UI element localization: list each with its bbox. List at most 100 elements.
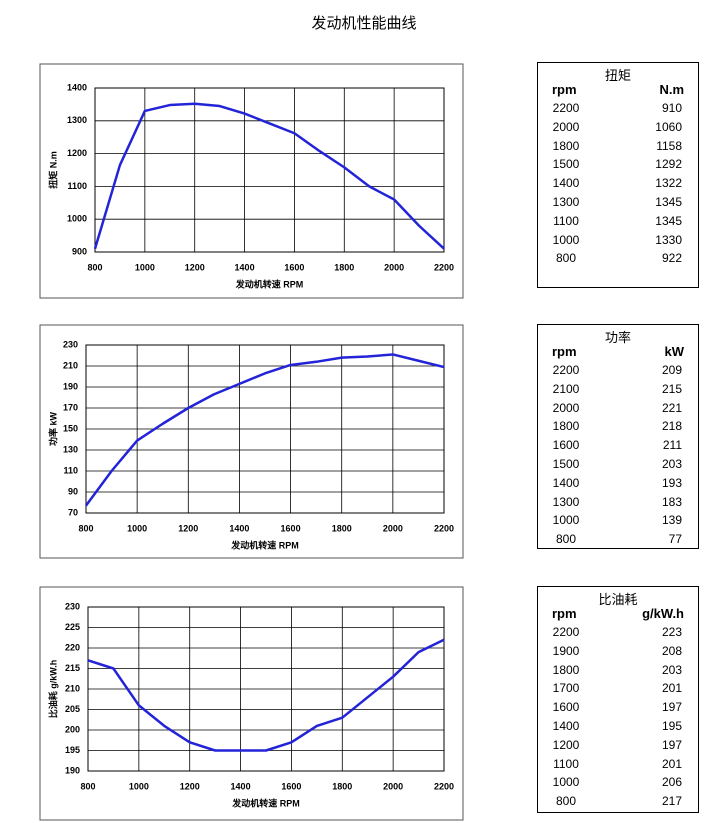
x-tick-label: 1200 xyxy=(180,781,200,791)
table-cell: 221 xyxy=(661,400,682,415)
table-cell: 1345 xyxy=(655,195,682,209)
data-line xyxy=(84,353,445,507)
table-cell: 2200 xyxy=(552,101,580,115)
table-cell: 800 xyxy=(555,251,577,266)
table-cell: 1700 xyxy=(552,681,580,696)
x-tick-label: 2000 xyxy=(383,781,403,791)
table-cell: 2000 xyxy=(552,119,580,134)
x-tick-label: 1400 xyxy=(229,523,249,533)
table-cell: 206 xyxy=(661,775,682,790)
table-cell: 910 xyxy=(661,101,682,115)
x-tick-label: 2200 xyxy=(434,262,454,272)
x-tick-label: 1200 xyxy=(178,523,198,533)
y-tick-label: 230 xyxy=(65,601,80,611)
y-tick-label: 210 xyxy=(63,360,78,370)
table-header: rpm xyxy=(552,344,577,359)
table-cell: 800 xyxy=(555,794,577,809)
y-tick-label: 110 xyxy=(63,465,78,475)
table-cell: 1600 xyxy=(552,700,580,715)
table-cell: 1800 xyxy=(552,419,580,434)
table-header: kW xyxy=(664,344,685,359)
table-cell: 2200 xyxy=(552,625,580,639)
y-tick-label: 205 xyxy=(65,704,80,714)
x-tick-label: 1000 xyxy=(135,262,155,272)
x-tick-label: 800 xyxy=(87,262,102,272)
table-cell: 1600 xyxy=(552,438,580,453)
x-tick-label: 1000 xyxy=(127,523,147,533)
table-cell: 201 xyxy=(661,681,682,696)
y-tick-label: 1300 xyxy=(67,115,87,125)
table-cell: 1400 xyxy=(552,475,580,490)
table-cell: 1400 xyxy=(552,176,580,191)
table-header: g/kW.h xyxy=(642,606,684,621)
data-line xyxy=(87,638,445,752)
table-cell: 218 xyxy=(661,419,682,434)
x-tick-label: 2200 xyxy=(434,781,454,791)
table-cell: 217 xyxy=(661,794,682,809)
table-cell: 1345 xyxy=(655,213,682,228)
table-cell: 2200 xyxy=(552,363,580,377)
y-tick-label: 195 xyxy=(65,745,80,755)
table-cell: 223 xyxy=(661,625,682,639)
y-tick-label: 1200 xyxy=(67,148,87,158)
y-tick-label: 1000 xyxy=(67,214,87,224)
y-axis-label: 扭矩 N.m xyxy=(47,151,58,189)
table-cell: 1300 xyxy=(552,195,580,209)
table-cell: 208 xyxy=(661,643,682,658)
y-tick-label: 130 xyxy=(63,444,78,454)
y-tick-label: 70 xyxy=(68,507,78,517)
table-cell: 197 xyxy=(661,737,682,752)
table-cell: 195 xyxy=(661,719,682,733)
table-cell: 183 xyxy=(661,494,682,509)
x-tick-label: 800 xyxy=(80,781,95,791)
x-tick-label: 1800 xyxy=(334,262,354,272)
y-tick-label: 200 xyxy=(65,724,80,734)
y-tick-label: 225 xyxy=(65,622,80,632)
table-cell: 215 xyxy=(661,381,682,396)
x-tick-label: 2200 xyxy=(434,523,454,533)
table-cell: 1100 xyxy=(553,213,579,228)
table-title: 扭矩 xyxy=(604,68,631,83)
data-table: 功率 rpm kW 2200 209 2100 215 2000 221 1800 218 1600 2… xyxy=(537,324,699,549)
table-cell: 1330 xyxy=(655,232,682,247)
table-cell: 1800 xyxy=(552,662,580,677)
table-title: 功率 xyxy=(604,330,631,345)
x-tick-label: 800 xyxy=(78,523,93,533)
table-cell: 209 xyxy=(661,363,682,377)
y-tick-label: 170 xyxy=(63,402,78,412)
table-cell: 203 xyxy=(661,662,682,677)
table-cell: 1100 xyxy=(553,756,579,771)
x-tick-label: 1400 xyxy=(235,262,255,272)
y-tick-label: 1100 xyxy=(67,181,87,191)
chart-frame xyxy=(39,586,464,821)
y-tick-label: 900 xyxy=(72,246,87,256)
y-axis-label: 比油耗 g/kW.h xyxy=(47,660,58,719)
x-axis-label: 发动机转速 RPM xyxy=(230,539,299,550)
y-tick-label: 220 xyxy=(65,642,80,652)
table-cell: 800 xyxy=(555,532,577,547)
table-cell: 1500 xyxy=(552,157,580,172)
table-header: N.m xyxy=(659,82,684,97)
table-cell: 1200 xyxy=(552,737,580,752)
x-tick-label: 1800 xyxy=(332,781,352,791)
plot-border xyxy=(87,606,445,772)
y-tick-label: 1400 xyxy=(67,82,87,92)
table-cell: 922 xyxy=(661,251,682,266)
table-header: rpm xyxy=(552,606,577,621)
y-tick-label: 215 xyxy=(65,663,80,673)
table-cell: 1800 xyxy=(552,138,580,153)
table-cell: 2000 xyxy=(552,400,580,415)
data-line xyxy=(93,102,445,250)
y-axis-label: 功率 kW xyxy=(47,412,58,447)
y-tick-label: 90 xyxy=(68,486,78,496)
table-header: rpm xyxy=(552,82,577,97)
table-cell: 1400 xyxy=(552,719,580,733)
table-cell: 203 xyxy=(661,457,682,471)
table-cell: 1292 xyxy=(655,157,682,172)
plot-border xyxy=(85,344,445,514)
y-tick-label: 230 xyxy=(63,339,78,349)
x-tick-label: 2000 xyxy=(384,262,404,272)
table-cell: 1900 xyxy=(552,643,580,658)
x-tick-label: 1400 xyxy=(231,781,251,791)
